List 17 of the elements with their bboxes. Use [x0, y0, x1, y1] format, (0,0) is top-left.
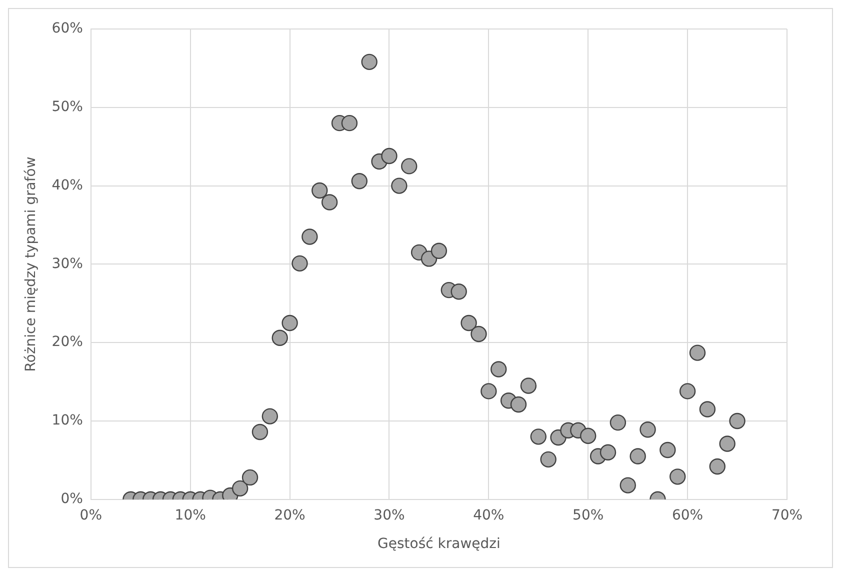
y-tick-label: 50%: [52, 99, 83, 116]
x-tick-label: 20%: [274, 507, 306, 524]
y-tick-label: 30%: [52, 256, 83, 272]
x-tick-label: 70%: [771, 507, 803, 524]
y-axis-title: Różnice między typami grafów: [23, 156, 40, 372]
y-tick-label: 20%: [52, 334, 83, 350]
x-tick-label: 0%: [80, 507, 102, 524]
x-tick-label: 60%: [672, 507, 704, 524]
y-tick-label: 60%: [52, 20, 83, 37]
y-tick-label: 0%: [60, 491, 83, 508]
x-tick-label: 40%: [473, 507, 504, 524]
y-tick-label: 40%: [52, 177, 83, 194]
x-tick-label: 30%: [374, 507, 405, 524]
y-tick-label: 10%: [52, 412, 83, 429]
x-axis-title: Gęstość krawędzi: [378, 536, 500, 552]
x-tick-label: 10%: [174, 507, 206, 524]
x-tick-label: 50%: [572, 507, 604, 524]
